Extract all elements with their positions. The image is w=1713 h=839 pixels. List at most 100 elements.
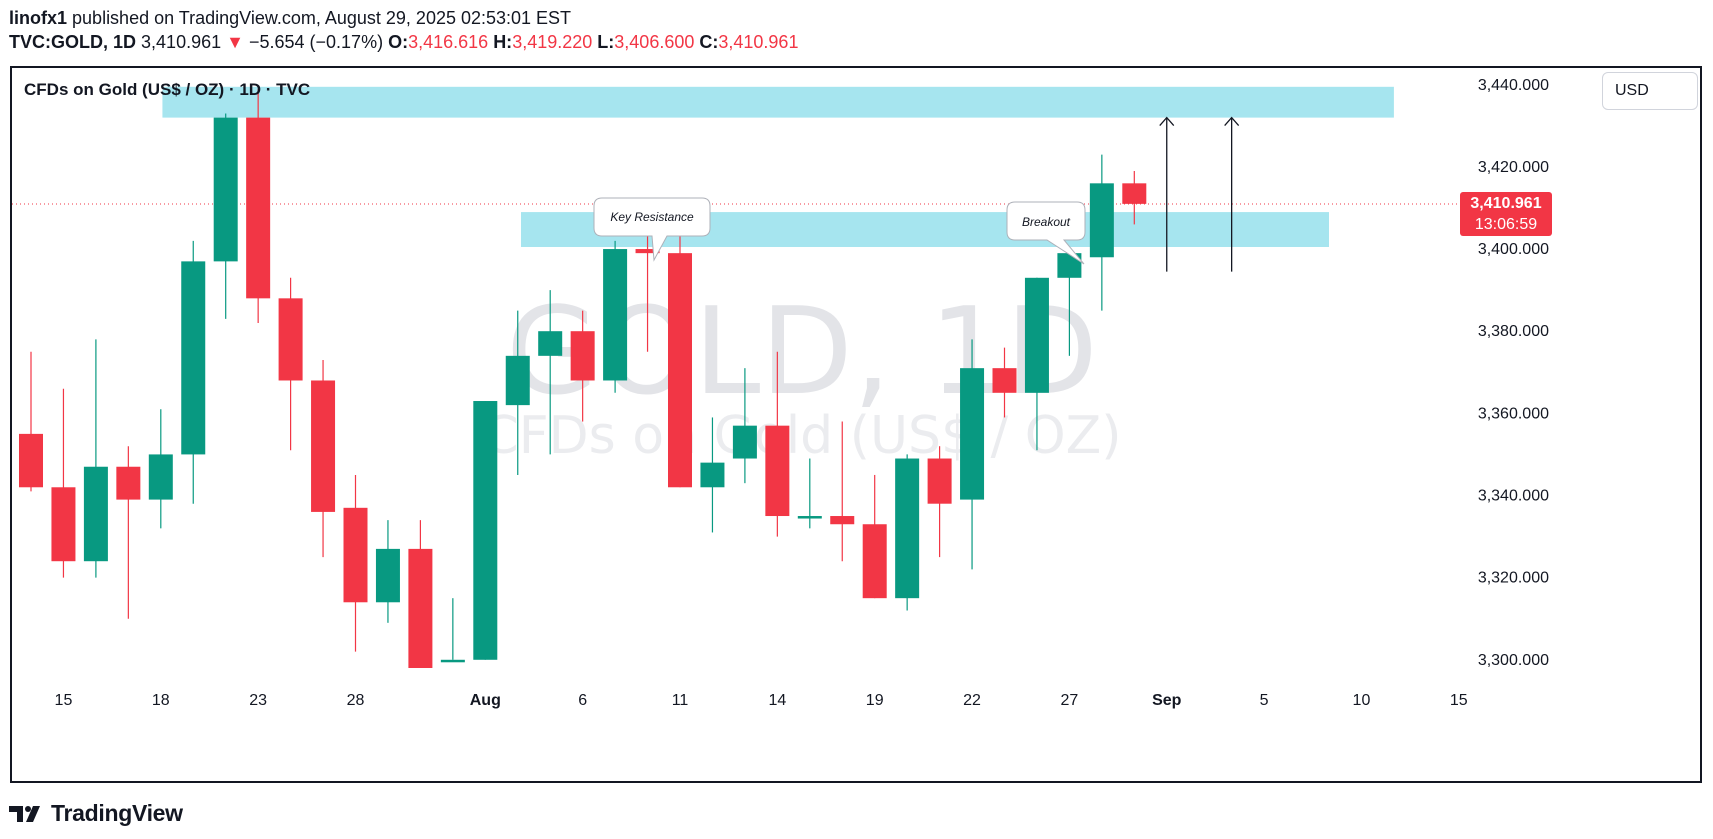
footer-brand[interactable]: TradingView [9, 800, 183, 827]
arrow-head-icon [1159, 116, 1175, 127]
key-resistance-callout[interactable]: Key Resistance [593, 197, 711, 262]
candle [116, 446, 141, 619]
candle-body [19, 433, 43, 488]
candle-body [732, 425, 757, 459]
last-price-label: 3,410.961 13:06:59 [1460, 192, 1552, 237]
chart-frame[interactable]: GOLD, 1D CFDs on Gold (US$ / OZ) Key Res… [10, 66, 1702, 783]
candle [473, 401, 498, 660]
candle-body [830, 516, 855, 525]
time-tick-label: 23 [249, 692, 267, 709]
candle [375, 520, 400, 623]
candle-body [895, 458, 920, 599]
time-tick-label: 5 [1260, 692, 1269, 709]
candle-body [1122, 183, 1147, 204]
arrow-head-icon [1224, 116, 1240, 127]
zones-layer [162, 86, 1394, 247]
key-resistance-bubble [593, 197, 711, 262]
candle-body [311, 380, 336, 512]
price-tick-label: 3,420.000 [1478, 159, 1549, 176]
candle-body [51, 487, 76, 562]
candle-body [603, 249, 628, 381]
candle-body [797, 516, 822, 519]
publish-info: published on TradingView.com, August 29,… [72, 8, 572, 28]
annotations-layer: Key Resistance Breakout [593, 197, 1086, 265]
time-tick-label: 14 [768, 692, 786, 709]
breakout-bubble [1006, 201, 1086, 265]
open-label: O: [388, 32, 409, 52]
candle [700, 417, 725, 533]
chart-canvas[interactable]: GOLD, 1D CFDs on Gold (US$ / OZ) Key Res… [12, 68, 1700, 781]
price-tick-label: 3,440.000 [1478, 77, 1549, 94]
close-value: 3,410.961 [718, 32, 799, 52]
chart-header: linofx1 published on TradingView.com, Au… [9, 6, 798, 54]
price-tick-label: 3,300.000 [1478, 652, 1549, 669]
price-tick-label: 3,360.000 [1478, 405, 1549, 422]
arrows-layer [1159, 116, 1240, 272]
candle [538, 290, 563, 455]
candle [992, 347, 1017, 418]
watermark-symbol: GOLD, 1D [506, 283, 1098, 422]
candle [895, 454, 920, 611]
candle [408, 520, 433, 668]
candle-body [181, 261, 206, 455]
low-value: 3,406.600 [614, 32, 695, 52]
candle [213, 113, 238, 319]
price-tick-label: 3,340.000 [1478, 487, 1549, 504]
high-value: 3,419.220 [512, 32, 593, 52]
candle [278, 277, 303, 451]
currency-button[interactable]: USD [1602, 72, 1698, 110]
candle-body [668, 253, 692, 488]
bar-countdown: 13:06:59 [1475, 216, 1537, 233]
candle [1024, 277, 1049, 451]
candle-body [408, 548, 433, 668]
time-tick-label: 10 [1353, 692, 1371, 709]
candle-body [440, 659, 465, 663]
candle-body [83, 466, 108, 562]
last-price-badge [1460, 192, 1552, 237]
brand-name: TradingView [51, 800, 183, 826]
time-tick-label: 15 [1450, 692, 1468, 709]
candle-body [927, 458, 952, 504]
price-tick-label: 3,380.000 [1478, 323, 1549, 340]
candle-body [116, 466, 141, 500]
watermark: GOLD, 1D CFDs on Gold (US$ / OZ) [482, 283, 1121, 466]
price-change: −5.654 (−0.17%) [248, 32, 384, 52]
symbol-label: TVC:GOLD, 1D [9, 32, 137, 52]
last-price-value: 3,410.961 [1470, 195, 1541, 212]
time-tick-label: 22 [963, 692, 981, 709]
breakout-callout[interactable]: Breakout [1006, 201, 1086, 265]
low-label: L: [597, 32, 615, 52]
candle [797, 458, 822, 529]
ohlc-line: TVC:GOLD, 1D 3,410.961 ▼ −5.654 (−0.17%)… [9, 30, 798, 54]
zone-upper-resistance [162, 86, 1394, 118]
candle-body [635, 249, 660, 254]
candle-body [148, 454, 173, 500]
publish-line: linofx1 published on TradingView.com, Au… [9, 6, 798, 30]
change-down-icon: ▼ [226, 32, 244, 52]
time-tick-label: 27 [1061, 692, 1079, 709]
time-axis[interactable]: 15 18 23 28 Aug 6 11 14 19 22 27 Sep 5 10 15 [55, 692, 1468, 709]
price-axis[interactable]: 3,300.000 3,320.000 3,340.000 3,360.000 3,38… [1478, 77, 1549, 669]
key-resistance-label: Key Resistance [610, 210, 694, 224]
candle [570, 310, 595, 422]
candle-body [375, 548, 400, 603]
last-price: 3,410.961 [141, 32, 222, 52]
target-arrow [1159, 116, 1175, 272]
candle [505, 310, 530, 475]
candle [343, 474, 368, 652]
candle-body [862, 524, 887, 599]
breakout-label: Breakout [1022, 215, 1071, 229]
candle [19, 351, 43, 492]
author-name[interactable]: linofx1 [9, 8, 68, 28]
candle-body [960, 368, 985, 500]
time-tick-label: 15 [55, 692, 73, 709]
candle-body [473, 401, 498, 660]
candle [148, 409, 173, 529]
chart-title: CFDs on Gold (US$ / OZ) · 1D · TVC [24, 80, 311, 99]
time-tick-label: 11 [672, 692, 689, 709]
candle-body [213, 117, 238, 262]
candle [1122, 171, 1147, 225]
time-tick-label: 19 [866, 692, 884, 709]
open-value: 3,416.616 [408, 32, 489, 52]
candle [246, 88, 271, 323]
